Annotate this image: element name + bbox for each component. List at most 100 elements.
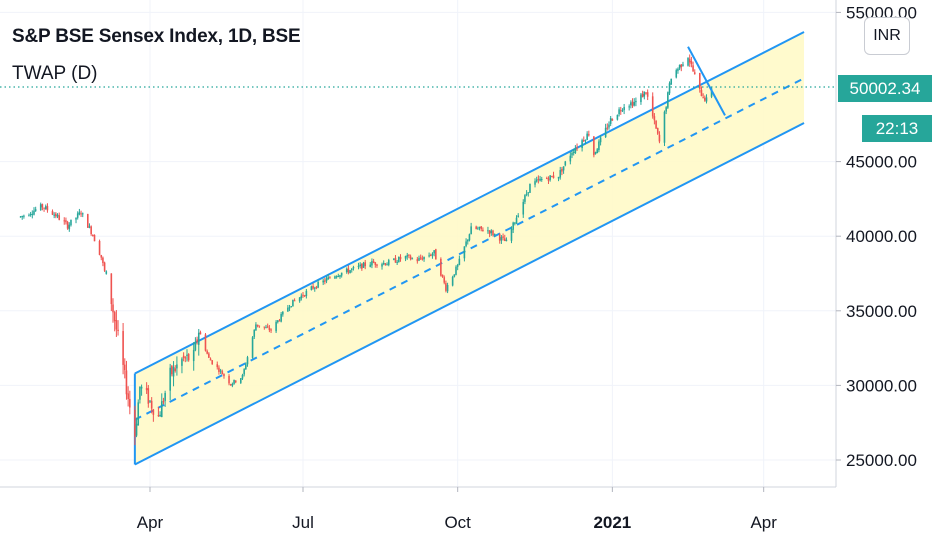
candle	[194, 337, 197, 352]
candle	[571, 149, 573, 159]
candle	[125, 360, 128, 400]
candle	[51, 209, 54, 216]
candle	[690, 56, 693, 68]
candle	[56, 213, 59, 219]
candle	[187, 353, 190, 362]
candle	[229, 383, 232, 386]
candle	[498, 233, 501, 244]
candle	[561, 167, 563, 176]
candle	[628, 104, 630, 111]
currency-button[interactable]: INR	[864, 17, 910, 55]
candle	[41, 203, 44, 211]
candle	[431, 252, 434, 259]
candle	[39, 202, 42, 211]
candle	[564, 160, 567, 167]
candle	[357, 262, 360, 270]
candle	[492, 229, 494, 237]
candle	[122, 322, 124, 375]
candle	[487, 226, 489, 234]
chart-title: S&P BSE Sensex Index, 1D, BSE	[12, 26, 301, 47]
candle	[582, 136, 585, 143]
candle	[623, 103, 625, 115]
candle	[362, 261, 365, 268]
candle	[196, 336, 198, 345]
indicator-label[interactable]: TWAP (D)	[12, 63, 98, 84]
candle	[276, 320, 279, 324]
candle	[537, 175, 540, 184]
candle	[256, 324, 259, 328]
candle	[313, 286, 316, 292]
candle	[159, 411, 161, 417]
candle	[451, 275, 454, 287]
candle	[23, 214, 25, 219]
candle	[688, 54, 691, 67]
candle	[322, 278, 324, 286]
candle	[44, 204, 47, 210]
candle	[609, 115, 612, 127]
candle	[115, 310, 118, 337]
candle	[152, 408, 155, 422]
candle	[145, 382, 148, 394]
candle	[535, 176, 538, 183]
x-tick-label: 2021	[593, 513, 631, 532]
candle	[455, 265, 457, 276]
candle	[334, 275, 336, 280]
candle	[381, 262, 383, 270]
candle	[404, 255, 407, 262]
candle	[646, 89, 649, 101]
candle	[569, 152, 572, 165]
candle	[234, 380, 237, 384]
candle	[466, 239, 469, 245]
candle	[562, 166, 565, 174]
channel-upper-line[interactable]	[134, 31, 805, 375]
candle	[233, 379, 235, 385]
candle	[656, 127, 659, 135]
channel-median-line[interactable]	[134, 77, 805, 421]
candle	[268, 325, 271, 333]
candle	[102, 256, 104, 267]
candle	[162, 397, 165, 405]
candle	[698, 72, 701, 93]
candle	[169, 363, 171, 401]
candle	[522, 199, 525, 218]
candle	[372, 258, 375, 264]
candle	[433, 250, 435, 257]
candle	[53, 212, 55, 219]
trend-line[interactable]	[687, 46, 726, 116]
channel-lower-line[interactable]	[134, 122, 805, 466]
candle	[239, 377, 242, 385]
candle	[529, 183, 531, 193]
candle	[216, 361, 219, 370]
candle	[621, 108, 624, 113]
candle	[505, 237, 508, 242]
candle	[374, 261, 377, 268]
countdown-badge: 22:13	[862, 115, 932, 142]
price-axis[interactable]: 25000.00 30000.00 35000.00 40000.00 45000.00…	[835, 0, 917, 487]
candle	[19, 216, 22, 218]
candle	[394, 255, 397, 263]
candle	[347, 265, 350, 275]
candle	[608, 121, 610, 130]
candle	[34, 206, 37, 212]
candle	[680, 64, 683, 72]
candle	[598, 139, 600, 153]
candle	[278, 318, 281, 322]
candle	[398, 256, 400, 263]
candle	[668, 81, 671, 96]
candle	[78, 208, 81, 216]
candle	[345, 267, 348, 274]
time-axis[interactable]: Apr Jul Oct 2021 Apr	[0, 486, 836, 532]
candle	[317, 279, 319, 289]
candle	[443, 275, 446, 285]
candle	[524, 194, 526, 205]
candle	[376, 263, 378, 268]
candle	[421, 255, 424, 261]
candle	[456, 263, 459, 271]
candle	[100, 254, 103, 261]
candle	[480, 226, 483, 232]
candle	[110, 273, 113, 312]
candle	[453, 274, 456, 278]
regression-channel[interactable]	[133, 31, 805, 466]
candle	[475, 225, 477, 230]
